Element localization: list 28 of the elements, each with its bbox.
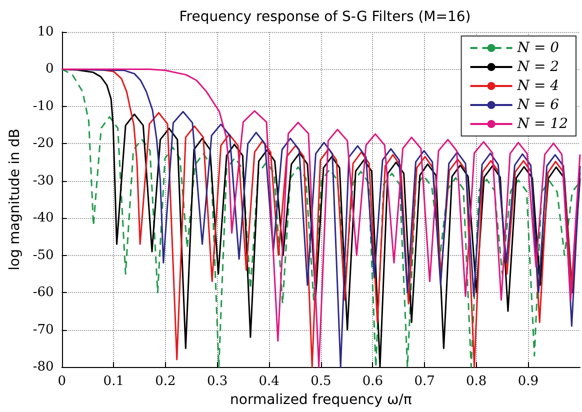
- y-tick-label: -50: [32, 248, 54, 263]
- x-tick-label: 0.4: [258, 374, 280, 389]
- y-tick-label: 0: [46, 62, 54, 77]
- y-tick-label: -10: [32, 98, 54, 114]
- y-tick-label: 10: [37, 24, 54, 40]
- x-tick-label: 0.5: [310, 374, 332, 389]
- y-tick-label: -80: [32, 360, 54, 374]
- chart-title: Frequency response of S-G Filters (M=16): [179, 9, 471, 25]
- legend-label: N = 4: [516, 78, 560, 94]
- legend-label: N = 12: [516, 116, 568, 132]
- y-axis-title: log magnitude in dB: [7, 128, 23, 270]
- x-tick-label: 0.7: [414, 374, 435, 389]
- x-tick-label: 0.2: [155, 374, 176, 389]
- x-tick-label: 0.8: [466, 374, 487, 389]
- x-tick-label: 0.3: [206, 374, 228, 389]
- y-tick-label: -20: [32, 136, 54, 152]
- y-tick-label: -70: [32, 322, 54, 338]
- x-tick-label: 0.6: [362, 374, 384, 389]
- legend-label: N = 0: [516, 40, 560, 56]
- legend-label: N = 6: [516, 97, 560, 113]
- x-tick-label: 0.1: [103, 374, 124, 389]
- y-tick-label: -60: [32, 285, 54, 300]
- x-axis-title: normalized frequency ω/π: [230, 392, 412, 408]
- y-tick-label: -40: [32, 210, 54, 226]
- x-tick-label: 0: [58, 374, 66, 389]
- y-tick-label: -30: [32, 173, 54, 188]
- legend-label: N = 2: [516, 59, 560, 75]
- x-tick-label: 0.9: [518, 374, 539, 389]
